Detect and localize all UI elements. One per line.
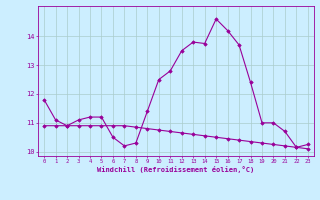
X-axis label: Windchill (Refroidissement éolien,°C): Windchill (Refroidissement éolien,°C) bbox=[97, 166, 255, 173]
